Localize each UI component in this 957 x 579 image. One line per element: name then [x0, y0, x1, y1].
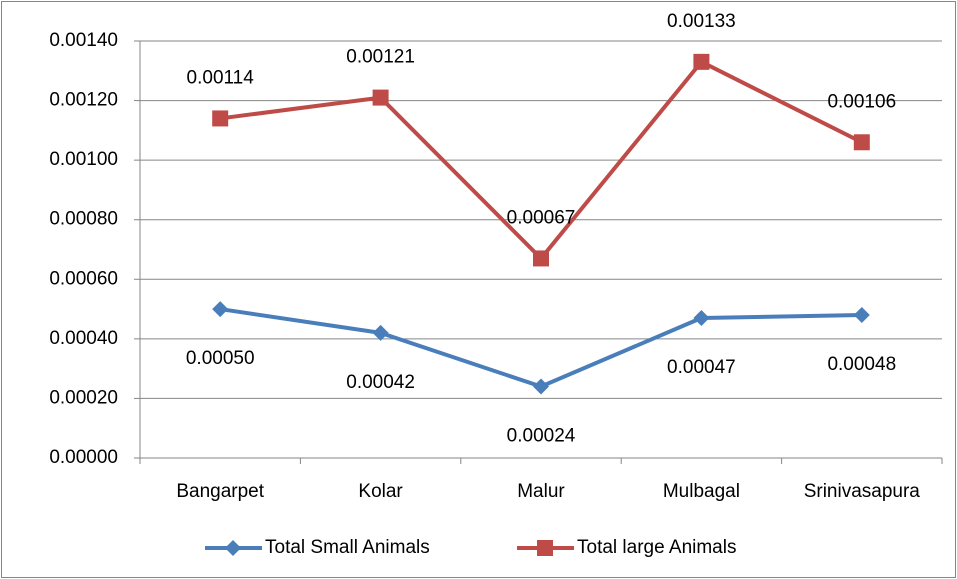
data-label: 0.00133 [667, 11, 736, 32]
y-tick-label: 0.00000 [49, 447, 118, 468]
x-tick-label: Srinivasapura [804, 481, 921, 502]
x-tick-label: Mulbagal [663, 481, 740, 502]
data-label: 0.00050 [186, 348, 255, 369]
legend-marker [225, 540, 241, 556]
legend-label: Total large Animals [577, 537, 736, 558]
data-label: 0.00121 [346, 47, 415, 68]
legend-marker [537, 540, 553, 556]
y-tick-label: 0.00120 [49, 90, 118, 111]
point [212, 301, 229, 318]
y-tick-label: 0.00060 [49, 268, 118, 289]
data-label: 0.00067 [507, 207, 576, 228]
legend-label: Total Small Animals [265, 537, 430, 558]
point [372, 89, 389, 106]
y-tick-label: 0.00080 [49, 209, 118, 230]
point [693, 53, 710, 70]
point [533, 250, 549, 267]
y-tick-label: 0.00100 [49, 149, 118, 170]
point [372, 324, 389, 341]
point [693, 310, 710, 327]
point [853, 307, 870, 324]
data-label: 0.00106 [827, 91, 896, 112]
data-label: 0.00048 [827, 354, 896, 375]
data-label: 0.00047 [667, 357, 736, 378]
x-tick-label: Malur [517, 481, 565, 502]
data-label: 0.00024 [507, 426, 576, 447]
data-label: 0.00114 [187, 67, 255, 88]
x-tick-label: Kolar [358, 481, 403, 502]
point [853, 134, 870, 151]
y-tick-label: 0.00140 [49, 30, 118, 51]
x-tick-label: Bangarpet [176, 481, 264, 502]
point [533, 378, 549, 395]
point [212, 110, 229, 127]
y-tick-label: 0.00040 [49, 328, 118, 349]
data-label: 0.00042 [346, 372, 415, 393]
y-tick-label: 0.00020 [49, 387, 118, 408]
